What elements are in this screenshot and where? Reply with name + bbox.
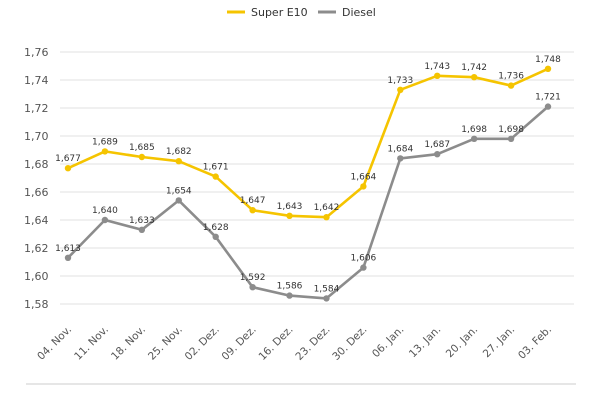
- x-tick-label: 30. Dez.: [330, 324, 369, 363]
- y-tick-label: 1,58: [24, 298, 49, 311]
- x-tick-label: 18. Nov.: [109, 324, 148, 363]
- y-tick-label: 1,76: [24, 46, 49, 59]
- data-label: 1,682: [166, 147, 192, 157]
- data-label: 1,698: [498, 125, 524, 135]
- x-tick-label: 27. Jan.: [481, 324, 517, 360]
- data-point: [434, 151, 441, 158]
- series-diesel: 1,613 1,640 1,633 1,654 1,628 1,592 1,586 1,584…: [55, 93, 561, 302]
- data-point: [507, 135, 515, 142]
- x-tick-label: 06. Jan.: [370, 324, 406, 360]
- x-tick-label: 13. Jan.: [407, 324, 443, 360]
- data-label: 1,647: [240, 196, 266, 206]
- y-tick-label: 1,70: [24, 130, 49, 143]
- x-tick-label: 02. Dez.: [183, 324, 222, 363]
- y-tick-label: 1,66: [24, 186, 49, 199]
- data-point: [470, 74, 478, 81]
- data-point: [249, 284, 256, 291]
- data-label: 1,721: [535, 93, 561, 103]
- data-point: [64, 254, 72, 261]
- data-label: 1,742: [461, 63, 487, 73]
- data-point: [544, 65, 552, 73]
- data-point: [470, 135, 478, 142]
- data-label: 1,698: [461, 125, 487, 135]
- series-line: [67, 105, 549, 300]
- y-axis: 1,58 1,60 1,62 1,64 1,66 1,68 1,70 1,72 1,74 1,76: [24, 46, 49, 311]
- data-label: 1,643: [277, 202, 303, 212]
- x-tick-label: 04. Nov.: [35, 324, 74, 363]
- grid-lines: [60, 51, 574, 305]
- x-tick-label: 25. Nov.: [146, 324, 185, 363]
- data-point: [138, 153, 146, 161]
- data-label: 1,689: [92, 137, 118, 147]
- data-label: 1,654: [166, 186, 192, 196]
- x-tick-label: 11. Nov.: [72, 324, 111, 363]
- data-label: 1,633: [129, 216, 155, 226]
- data-point: [507, 82, 515, 89]
- data-label: 1,684: [387, 144, 413, 154]
- x-tick-label: 23. Dez.: [293, 324, 332, 363]
- data-label: 1,736: [498, 72, 524, 82]
- data-label: 1,677: [55, 154, 81, 164]
- y-tick-label: 1,64: [24, 214, 49, 227]
- data-label: 1,642: [314, 203, 340, 213]
- data-label: 1,671: [203, 163, 229, 173]
- data-point: [397, 86, 404, 94]
- data-label: 1,748: [535, 55, 561, 65]
- data-label: 1,628: [203, 223, 229, 233]
- x-tick-label: 03. Feb.: [516, 324, 554, 362]
- data-point: [175, 158, 182, 165]
- series-group: 1,677 1,689 1,685 1,682 1,671 1,647 1,643 1,642…: [55, 55, 561, 302]
- data-label: 1,613: [55, 244, 81, 254]
- data-point: [323, 295, 330, 302]
- y-tick-label: 1,74: [24, 74, 49, 87]
- data-label: 1,664: [351, 172, 377, 182]
- y-tick-label: 1,68: [24, 158, 49, 171]
- legend: Super E10 Diesel: [227, 6, 376, 19]
- data-point: [212, 173, 219, 180]
- data-label: 1,584: [314, 284, 340, 294]
- data-point: [360, 183, 367, 190]
- x-tick-label: 09. Dez.: [220, 324, 259, 363]
- data-label: 1,687: [424, 140, 450, 150]
- data-label: 1,685: [129, 143, 155, 153]
- data-point: [434, 72, 441, 80]
- y-tick-label: 1,60: [24, 270, 49, 283]
- x-tick-label: 16. Dez.: [256, 324, 295, 363]
- data-label: 1,586: [277, 282, 303, 292]
- legend-label: Super E10: [251, 6, 308, 19]
- data-point: [101, 148, 109, 155]
- data-label: 1,743: [424, 62, 450, 72]
- data-point: [175, 197, 182, 204]
- data-point: [286, 212, 293, 219]
- series-super-e10: 1,677 1,689 1,685 1,682 1,671 1,647 1,643 1,642…: [55, 55, 561, 221]
- y-tick-label: 1,62: [24, 242, 49, 255]
- data-point: [397, 155, 404, 162]
- data-label: 1,733: [387, 76, 413, 86]
- x-axis: 04. Nov.11. Nov.18. Nov.25. Nov.02. Dez.…: [35, 324, 554, 363]
- data-point: [212, 233, 219, 240]
- data-label: 1,640: [92, 206, 118, 216]
- data-point: [544, 103, 552, 110]
- data-point: [101, 216, 109, 224]
- data-point: [323, 214, 330, 221]
- data-label: 1,606: [351, 254, 377, 264]
- data-point: [138, 226, 146, 233]
- data-label: 1,592: [240, 273, 266, 283]
- y-tick-label: 1,72: [24, 102, 49, 115]
- data-point: [360, 264, 367, 271]
- data-point: [286, 292, 293, 299]
- x-tick-label: 20. Jan.: [444, 324, 480, 360]
- legend-label: Diesel: [342, 6, 376, 19]
- data-point: [64, 165, 72, 172]
- series-line: [67, 67, 549, 219]
- data-point: [249, 207, 256, 214]
